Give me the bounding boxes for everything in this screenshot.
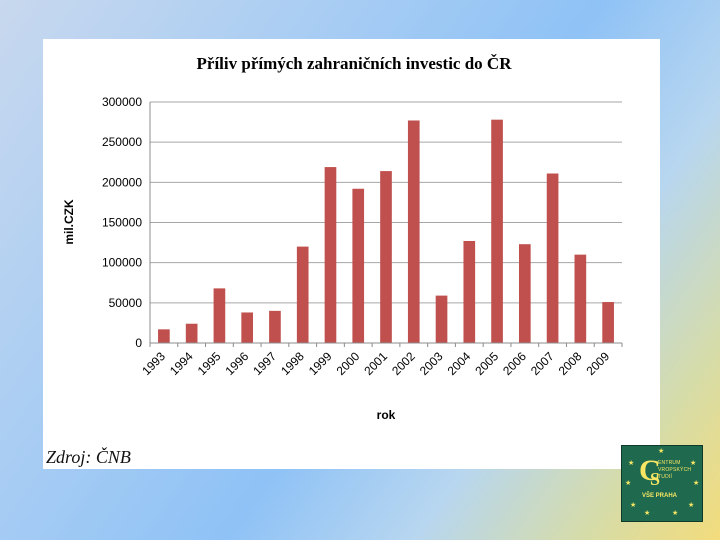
bar-2007 (546, 173, 559, 343)
y-tick-label: 0 (135, 336, 142, 350)
bar-1993 (158, 329, 170, 343)
bar-1997 (269, 310, 281, 343)
x-axis-label: rok (377, 408, 396, 422)
x-tick-label: 2007 (528, 349, 557, 378)
x-tick-label: 2004 (445, 349, 474, 378)
bar-1996 (241, 312, 254, 343)
logo-letter-c: C (639, 454, 661, 487)
x-tick-label: 2006 (500, 349, 529, 378)
bar-2009 (602, 302, 614, 343)
y-axis-label: mil.CZK (62, 199, 76, 245)
bars (158, 119, 614, 343)
cevs-logo: C S ENTRUM VROPSKÝCH TUDIÍ VŠE PRAHA ★ ★… (621, 445, 703, 522)
logo-bottom-text: VŠE PRAHA (642, 493, 678, 499)
bar-2005 (491, 119, 503, 343)
star-icon: ★ (625, 480, 632, 487)
bar-1994 (185, 323, 198, 343)
x-tick-label: 1996 (223, 349, 252, 378)
bar-2004 (463, 240, 476, 343)
source-strip: Zdroj: ČNB (43, 439, 660, 469)
bar-chart: Příliv přímých zahraničních investic do … (62, 54, 623, 422)
x-tick-label: 2000 (334, 349, 363, 378)
bar-1999 (324, 167, 337, 343)
x-tick-labels: 1993199419951996199719981999200020012002… (139, 342, 623, 378)
x-tick-label: 1998 (278, 349, 307, 378)
star-icon: ★ (628, 460, 635, 467)
chart-title: Příliv přímých zahraničních investic do … (197, 54, 513, 73)
y-tick-label: 100000 (102, 256, 142, 270)
y-tick-label: 150000 (102, 216, 142, 230)
x-tick-label: 1995 (195, 349, 224, 378)
star-icon: ★ (693, 480, 700, 487)
y-tick-label: 50000 (109, 296, 143, 310)
bar-2003 (435, 295, 448, 343)
x-tick-label: 2001 (361, 349, 390, 378)
y-tick-labels: 0 50000 100000 150000 200000 250000 300000 (102, 95, 142, 350)
logo-text-1: ENTRUM (658, 460, 681, 466)
x-tick-label: 1999 (306, 349, 335, 378)
bar-2002 (407, 120, 420, 343)
star-icon: ★ (672, 510, 679, 517)
y-tick-label: 200000 (102, 175, 142, 189)
x-tick-label: 2003 (417, 349, 446, 378)
bar-1995 (213, 288, 226, 343)
bar-1998 (296, 246, 309, 343)
bar-2001 (380, 171, 392, 343)
logo-text-2: VROPSKÝCH (658, 467, 692, 473)
logo-letter-s: S (650, 469, 661, 489)
x-tick-label: 1994 (167, 349, 196, 378)
star-icon: ★ (688, 502, 695, 509)
bar-2000 (352, 188, 365, 343)
x-tick-label: 1997 (250, 349, 279, 378)
star-icon: ★ (630, 502, 637, 509)
logo-text-3: TUDIÍ (658, 474, 673, 480)
x-tick-label: 1993 (139, 349, 168, 378)
x-tick-label: 2009 (583, 349, 612, 378)
x-tick-label: 2008 (556, 349, 585, 378)
star-icon: ★ (644, 510, 651, 517)
bar-2006 (518, 244, 531, 343)
x-tick-label: 2002 (389, 349, 418, 378)
bar-2008 (574, 254, 587, 343)
chart-panel: Příliv přímých zahraničních investic do … (43, 39, 660, 439)
y-tick-label: 250000 (102, 135, 142, 149)
star-icon: ★ (658, 448, 665, 455)
star-icon: ★ (690, 460, 697, 467)
y-tick-label: 300000 (102, 95, 142, 109)
source-note: Zdroj: ČNB (46, 447, 131, 467)
x-tick-label: 2005 (472, 349, 501, 378)
